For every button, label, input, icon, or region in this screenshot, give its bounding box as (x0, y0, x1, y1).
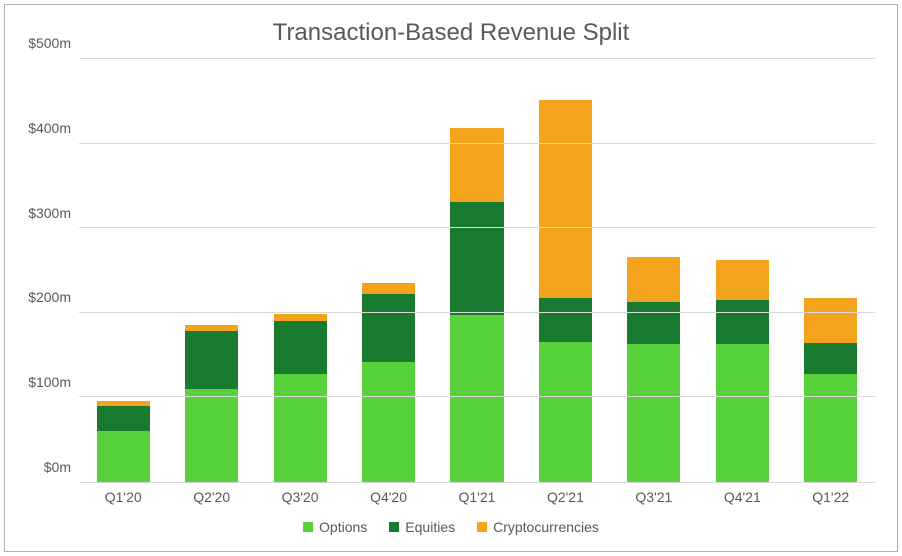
legend-swatch (389, 522, 399, 532)
x-tick-label: Q1'20 (79, 489, 167, 505)
x-tick-label: Q1'22 (787, 489, 875, 505)
gridline (79, 396, 875, 397)
gridline (79, 227, 875, 228)
bar-column (344, 59, 432, 482)
y-tick-label: $400m (28, 120, 71, 136)
bar-segment-options (362, 362, 415, 482)
bar-segment-cryptocurrencies (804, 298, 857, 344)
bar-column (167, 59, 255, 482)
legend-item-options: Options (303, 519, 367, 535)
stacked-bar (716, 59, 769, 482)
bar-segment-equities (185, 331, 238, 389)
stacked-bar (362, 59, 415, 482)
x-tick-label: Q3'21 (610, 489, 698, 505)
bar-segment-equities (716, 300, 769, 344)
bar-segment-options (539, 342, 592, 482)
plot-area (79, 59, 875, 483)
stacked-bar (97, 59, 150, 482)
legend-item-cryptocurrencies: Cryptocurrencies (477, 519, 599, 535)
bar-segment-options (716, 344, 769, 482)
bar-segment-options (274, 374, 327, 482)
chart-title: Transaction-Based Revenue Split (5, 5, 897, 55)
y-tick-label: $200m (28, 289, 71, 305)
bar-segment-options (185, 389, 238, 482)
x-axis-row: Q1'20Q2'20Q3'20Q4'20Q1'21Q2'21Q3'21Q4'21… (5, 483, 897, 505)
gridline (79, 312, 875, 313)
bar-segment-cryptocurrencies (185, 325, 238, 332)
x-tick-label: Q3'20 (256, 489, 344, 505)
bar-segment-equities (450, 202, 503, 315)
bar-segment-equities (804, 343, 857, 373)
y-tick-label: $500m (28, 35, 71, 51)
x-tick-label: Q4'20 (344, 489, 432, 505)
bar-column (698, 59, 786, 482)
bar-segment-cryptocurrencies (627, 257, 680, 302)
y-axis: $0m$100m$200m$300m$400m$500m (13, 59, 79, 483)
stacked-bar (627, 59, 680, 482)
x-tick-label: Q2'20 (167, 489, 255, 505)
gridline (79, 58, 875, 59)
bar-segment-cryptocurrencies (274, 314, 327, 322)
x-tick-label: Q2'21 (521, 489, 609, 505)
bar-segment-equities (362, 294, 415, 362)
bar-segment-equities (627, 302, 680, 344)
bar-segment-cryptocurrencies (362, 283, 415, 294)
stacked-bar (450, 59, 503, 482)
bar-column (521, 59, 609, 482)
legend: Options Equities Cryptocurrencies (5, 505, 897, 551)
legend-swatch (303, 522, 313, 532)
bar-segment-equities (97, 406, 150, 431)
y-tick-label: $0m (44, 459, 71, 475)
legend-label: Equities (405, 519, 455, 535)
legend-label: Cryptocurrencies (493, 519, 599, 535)
legend-swatch (477, 522, 487, 532)
y-tick-label: $300m (28, 205, 71, 221)
bar-segment-cryptocurrencies (716, 260, 769, 301)
bar-column (256, 59, 344, 482)
bars-layer (79, 59, 875, 482)
plot-row: $0m$100m$200m$300m$400m$500m (5, 55, 897, 483)
stacked-bar (274, 59, 327, 482)
bar-column (787, 59, 875, 482)
stacked-bar (185, 59, 238, 482)
bar-column (433, 59, 521, 482)
chart-container: Transaction-Based Revenue Split $0m $100m… (0, 0, 902, 556)
bar-column (610, 59, 698, 482)
bar-segment-options (450, 315, 503, 483)
chart-frame: Transaction-Based Revenue Split $0m $100m… (4, 4, 898, 552)
x-tick-label: Q1'21 (433, 489, 521, 505)
stacked-bar (539, 59, 592, 482)
bar-segment-options (627, 344, 680, 482)
y-tick-label: $100m (28, 374, 71, 390)
bar-segment-equities (539, 298, 592, 343)
legend-label: Options (319, 519, 367, 535)
x-axis: Q1'20Q2'20Q3'20Q4'20Q1'21Q2'21Q3'21Q4'21… (79, 489, 875, 505)
bar-segment-options (804, 374, 857, 482)
x-tick-label: Q4'21 (698, 489, 786, 505)
bar-segment-cryptocurrencies (539, 100, 592, 297)
legend-item-equities: Equities (389, 519, 455, 535)
bar-column (79, 59, 167, 482)
bar-segment-equities (274, 321, 327, 373)
stacked-bar (804, 59, 857, 482)
gridline (79, 143, 875, 144)
bar-segment-options (97, 431, 150, 482)
bar-segment-cryptocurrencies (450, 128, 503, 202)
